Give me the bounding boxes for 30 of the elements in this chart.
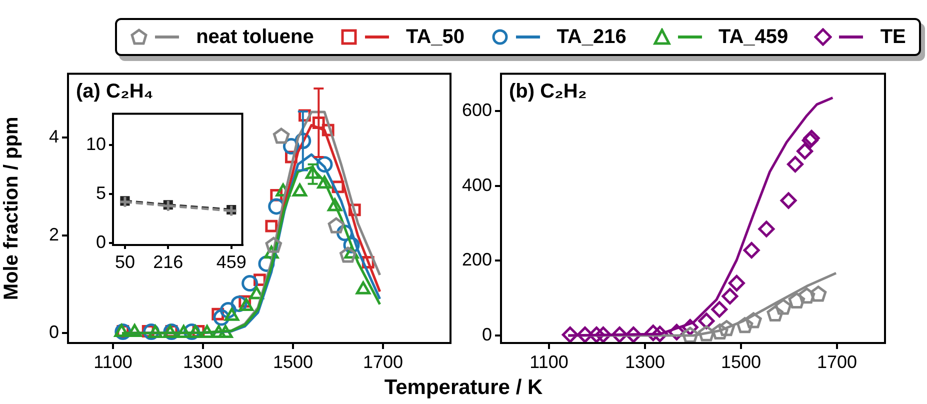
x-tick-label: 1300 [182, 352, 224, 372]
legend-label: TA_216 [556, 26, 626, 48]
chart-title: (b) C₂H₂ [509, 80, 587, 102]
legend-label: TA_50 [406, 26, 465, 48]
y-tick-label: 2 [48, 224, 59, 244]
y-tick-label: 400 [462, 174, 492, 195]
x-tick-label: 1700 [816, 352, 858, 372]
x-tick-label: 216 [153, 252, 184, 272]
y-tick-label: 0 [48, 322, 59, 342]
y-tick-label: 0 [96, 232, 106, 252]
y-tick-label: 600 [462, 100, 492, 120]
x-tick-label: 1100 [94, 352, 132, 372]
y-tick-label: 200 [462, 250, 492, 270]
y-tick-label: 0 [482, 324, 492, 344]
x-tick-label: 1300 [624, 352, 666, 372]
legend-label: neat toluene [196, 26, 314, 48]
legend-label: TA_459 [718, 26, 788, 48]
chart-title: (a) C₂H₄ [76, 80, 154, 102]
y-axis-title: Mole fraction / ppm [0, 116, 23, 300]
x-tick-label: 1500 [720, 352, 762, 372]
y-tick-label: 4 [48, 126, 59, 146]
x-tick-label: 50 [114, 252, 135, 272]
y-tick-label: 10 [86, 134, 106, 154]
x-tick-label: 1100 [530, 352, 568, 372]
x-tick-label: 1700 [362, 352, 404, 372]
legend-label: TE [880, 26, 906, 48]
x-tick-label: 459 [216, 252, 246, 272]
x-tick-label: 1500 [272, 352, 314, 372]
y-tick-label: 5 [96, 183, 106, 204]
x-axis-title: Temperature / K [383, 376, 544, 400]
